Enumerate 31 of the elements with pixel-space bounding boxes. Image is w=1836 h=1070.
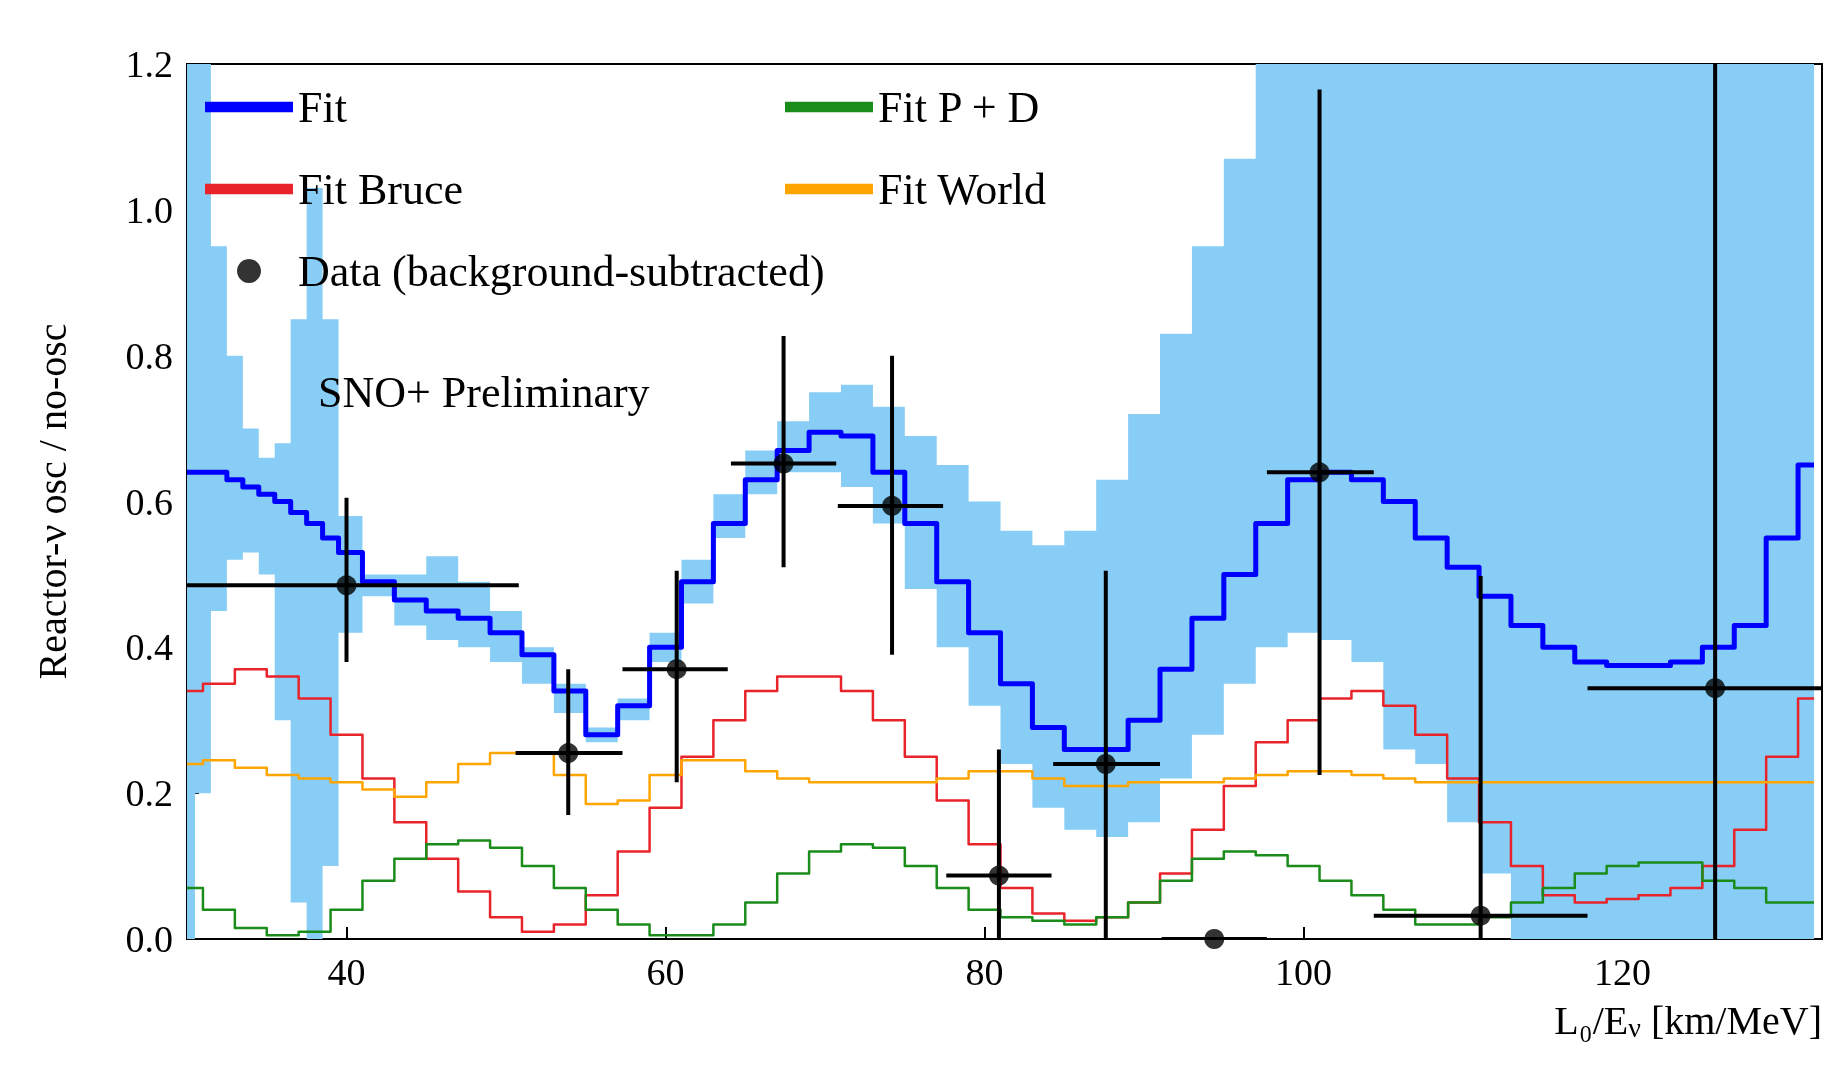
- x-tick-label: 100: [1275, 951, 1333, 993]
- point: [1309, 462, 1330, 483]
- annotation: SNO+ Preliminary: [318, 367, 650, 417]
- y-tick-label: 0.2: [125, 772, 173, 815]
- point: [558, 743, 579, 764]
- y-tick-label: 0.4: [125, 626, 173, 669]
- point: [666, 659, 687, 680]
- point: [1470, 905, 1491, 926]
- legend-label: Data (background-subtracted): [298, 246, 825, 296]
- legend-label: Fit World: [878, 164, 1047, 214]
- y-axis-title: Reactor-ν osc / no-osc: [29, 323, 75, 680]
- y-tick-label: 0.8: [125, 334, 173, 377]
- x-tick-label: 60: [646, 951, 685, 993]
- x-tick-label: 40: [327, 951, 366, 993]
- legend-label: Fit: [298, 82, 347, 132]
- legend-label: Fit P + D: [878, 82, 1040, 132]
- point: [1705, 678, 1726, 699]
- y-tick-label: 1.0: [125, 188, 173, 231]
- legend-label: Fit Bruce: [298, 164, 463, 214]
- y-tick-label: 0.0: [125, 918, 173, 960]
- point: [1204, 929, 1225, 949]
- x-tick-label: 80: [965, 951, 1004, 993]
- point: [1095, 754, 1116, 774]
- y-tick-label: 0.6: [125, 480, 173, 523]
- x-axis-title: L₀/Eν [km/MeV]: [1554, 997, 1822, 1043]
- point: [336, 575, 357, 596]
- y-tick-label: 1.2: [125, 43, 173, 85]
- x-tick-label: 120: [1594, 951, 1652, 993]
- point: [882, 495, 903, 516]
- point: [988, 865, 1009, 886]
- point: [773, 453, 794, 474]
